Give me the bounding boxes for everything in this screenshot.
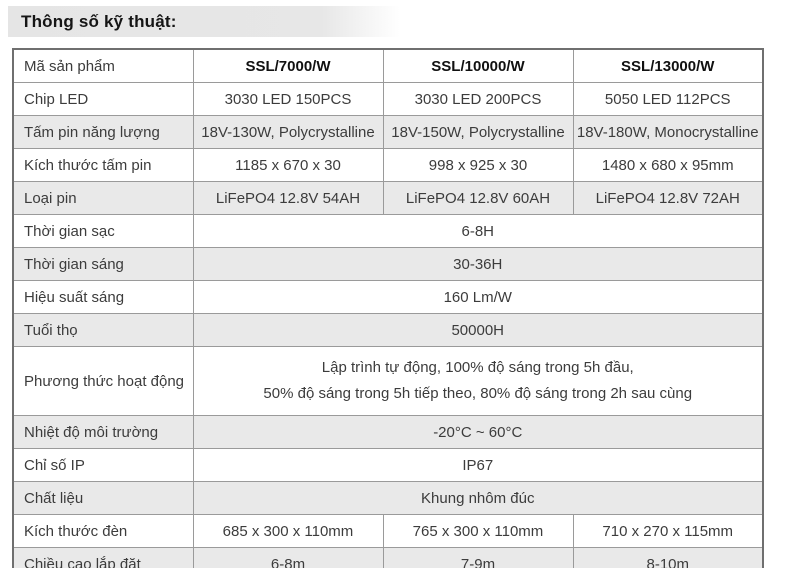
product-code: SSL/10000/W [382, 48, 574, 83]
spec-value: 30-36H [192, 247, 764, 281]
table-row: Chỉ số IP IP67 [12, 448, 764, 482]
spec-value-multiline: Lập trình tự động, 100% độ sáng trong 5h… [200, 355, 757, 408]
row-label: Mã sản phẩm [12, 48, 194, 83]
spec-value-line: Lập trình tự động, 100% độ sáng trong 5h… [321, 358, 634, 376]
spec-value: 5050 LED 112PCS [572, 82, 764, 116]
spec-table: Mã sản phẩm SSL/7000/W SSL/10000/W SSL/1300… [12, 48, 764, 568]
product-code: SSL/13000/W [572, 48, 764, 83]
page-title: Thông số kỹ thuật: [21, 11, 177, 31]
row-label: Nhiệt độ môi trường [12, 415, 194, 449]
row-label: Tuổi thọ [12, 313, 194, 347]
row-label: Chip LED [12, 82, 194, 116]
spec-value: 18V-130W, Polycrystalline [192, 115, 384, 149]
table-row: Chip LED 3030 LED 150PCS 3030 LED 200PCS 50… [12, 82, 764, 116]
spec-value: LiFePO4 12.8V 60AH [382, 181, 574, 215]
spec-value: 160 Lm/W [192, 280, 764, 314]
spec-value: 6-8H [192, 214, 764, 248]
spec-value: 7-9m [382, 547, 574, 568]
row-label: Kích thước đèn [12, 514, 194, 548]
row-label: Tấm pin năng lượng [12, 115, 194, 149]
spec-value: Khung nhôm đúc [192, 481, 764, 515]
row-label: Chiều cao lắp đặt [12, 547, 194, 568]
spec-value: 1480 x 680 x 95mm [572, 148, 764, 182]
table-row: Loại pin LiFePO4 12.8V 54AH LiFePO4 12.8V … [12, 181, 764, 215]
table-row: Tấm pin năng lượng 18V-130W, Polycrystall… [12, 115, 764, 149]
row-label: Loại pin [12, 181, 194, 215]
spec-value: 18V-180W, Monocrystalline [572, 115, 764, 149]
spec-value: -20°C ~ 60°C [192, 415, 764, 449]
table-row: Kích thước tấm pin 1185 x 670 x 30 998 x 9… [12, 148, 764, 182]
section-title-bar: Thông số kỹ thuật: [8, 6, 400, 37]
row-label: Thời gian sáng [12, 247, 194, 281]
table-row: Chiều cao lắp đặt 6-8m 7-9m 8-10m [12, 547, 764, 568]
table-row: Hiệu suất sáng 160 Lm/W [12, 280, 764, 314]
table-row: Thời gian sáng 30-36H [12, 247, 764, 281]
row-label: Chỉ số IP [12, 448, 194, 482]
spec-value: 998 x 925 x 30 [382, 148, 574, 182]
table-row: Phương thức hoạt động Lập trình tự động, … [12, 346, 764, 416]
table-row: Chất liệu Khung nhôm đúc [12, 481, 764, 515]
row-label: Kích thước tấm pin [12, 148, 194, 182]
spec-value: 8-10m [572, 547, 764, 568]
table-row: Nhiệt độ môi trường -20°C ~ 60°C [12, 415, 764, 449]
spec-value: IP67 [192, 448, 764, 482]
row-label: Hiệu suất sáng [12, 280, 194, 314]
spec-value: 710 x 270 x 115mm [572, 514, 764, 548]
table-row: Kích thước đèn 685 x 300 x 110mm 765 x 300… [12, 514, 764, 548]
row-label: Chất liệu [12, 481, 194, 515]
spec-value: 50000H [192, 313, 764, 347]
spec-value: Lập trình tự động, 100% độ sáng trong 5h… [192, 346, 764, 416]
spec-value: 6-8m [192, 547, 384, 568]
table-row: Thời gian sạc 6-8H [12, 214, 764, 248]
spec-value: 685 x 300 x 110mm [192, 514, 384, 548]
product-code: SSL/7000/W [192, 48, 384, 83]
table-row: Tuổi thọ 50000H [12, 313, 764, 347]
row-label: Thời gian sạc [12, 214, 194, 248]
spec-value: LiFePO4 12.8V 54AH [192, 181, 384, 215]
spec-value: 1185 x 670 x 30 [192, 148, 384, 182]
table-header-row: Mã sản phẩm SSL/7000/W SSL/10000/W SSL/1300… [12, 48, 764, 83]
spec-value: 18V-150W, Polycrystalline [382, 115, 574, 149]
spec-value: LiFePO4 12.8V 72AH [572, 181, 764, 215]
spec-value: 3030 LED 150PCS [192, 82, 384, 116]
row-label: Phương thức hoạt động [12, 346, 194, 416]
spec-value: 765 x 300 x 110mm [382, 514, 574, 548]
spec-value: 3030 LED 200PCS [382, 82, 574, 116]
spec-value-line: 50% độ sáng trong 5h tiếp theo, 80% độ s… [263, 385, 693, 402]
